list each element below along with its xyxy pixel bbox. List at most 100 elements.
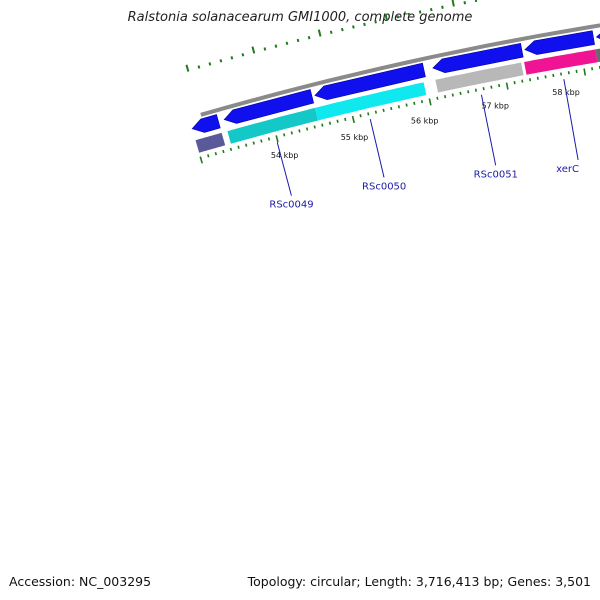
- genome-summary-text: Topology: circular; Length: 3,716,413 bp…: [247, 574, 591, 589]
- scale-tick: [552, 73, 555, 78]
- gc-tick: [197, 65, 201, 69]
- gc-tick: [441, 5, 444, 9]
- scale-tick: [244, 143, 248, 147]
- gc-tick: [219, 59, 223, 63]
- scale-tick: [583, 68, 587, 76]
- gc-tick: [208, 62, 212, 66]
- scale-tick: [513, 80, 516, 85]
- scale-tick: [374, 110, 378, 114]
- scale-tick: [405, 103, 408, 107]
- gene-arrow: [595, 33, 600, 39]
- scale-tick: [444, 95, 447, 99]
- scale-tick: [267, 137, 271, 141]
- gc-tick: [185, 64, 190, 72]
- scale-tick: [298, 129, 301, 133]
- scale-tick: [344, 117, 347, 122]
- gc-tick: [317, 29, 322, 37]
- backbone: [200, 23, 600, 117]
- scale-tick: [490, 85, 493, 89]
- gene-label: xerC: [556, 164, 579, 175]
- gc-tick: [274, 44, 278, 48]
- cog-bar: [227, 107, 319, 144]
- gene-arrow: [432, 42, 524, 73]
- gene-leader-line: [369, 118, 385, 178]
- accession-text: Accession: NC_003295: [9, 574, 152, 589]
- gc-tick: [307, 36, 311, 40]
- gc-tick: [451, 0, 455, 7]
- gc-tick: [241, 53, 245, 57]
- map-title: Ralstonia solanacearum GMI1000, complete…: [127, 10, 473, 25]
- gc-tick: [363, 22, 366, 27]
- scale-tick: [544, 75, 547, 79]
- gene-label: RSc0049: [269, 200, 313, 211]
- cog-bar: [595, 48, 600, 63]
- scale-tick: [467, 90, 470, 94]
- scale-tick: [305, 127, 309, 131]
- scale-tick: [474, 88, 478, 92]
- scale-tick: [382, 108, 385, 112]
- scale-tick: [283, 133, 286, 137]
- gc-tick: [263, 47, 267, 51]
- scale-tick: [428, 98, 432, 106]
- gc-tick: [285, 41, 289, 45]
- cog-bar: [524, 49, 598, 75]
- scale-tick: [207, 154, 210, 158]
- gc-skew-ticks: [185, 0, 478, 72]
- gc-tick: [474, 0, 478, 3]
- scale-tick: [536, 76, 539, 80]
- gene-leader-line: [276, 142, 292, 196]
- scale-tick: [214, 152, 218, 156]
- scale-tick: [482, 87, 485, 91]
- scale-tick: [313, 125, 316, 129]
- gc-tick: [418, 10, 422, 14]
- scale-tick: [199, 156, 203, 164]
- scale-tick: [321, 123, 324, 127]
- scale-tick: [459, 91, 462, 96]
- scale-tick: [390, 106, 393, 111]
- scale-tick: [505, 82, 509, 90]
- gc-tick: [374, 20, 377, 24]
- scale-ticks: [199, 65, 600, 164]
- scale-tick: [367, 112, 370, 116]
- scale-tick: [336, 119, 339, 123]
- scale-tick: [560, 72, 563, 76]
- gc-tick: [396, 15, 400, 19]
- scale-tick: [328, 121, 332, 125]
- scale-tick: [275, 135, 279, 143]
- scale-label: 54 kbp: [271, 151, 299, 160]
- scale-tick: [420, 99, 424, 104]
- gc-tick: [251, 46, 256, 54]
- scale-tick: [436, 96, 439, 100]
- gc-tick: [384, 13, 389, 22]
- gc-tick: [329, 30, 333, 34]
- gene-arrows: [191, 30, 600, 133]
- scale-tick: [260, 139, 263, 143]
- scale-tick: [351, 115, 355, 124]
- scale-tick: [521, 79, 524, 83]
- scale-tick: [451, 93, 454, 97]
- gene-arrow: [191, 114, 221, 133]
- scale-tick: [252, 141, 255, 145]
- cog-bar: [195, 132, 226, 153]
- gene-leader-line: [563, 79, 579, 160]
- scale-tick: [290, 131, 293, 135]
- scale-label: 55 kbp: [341, 133, 369, 142]
- gc-tick: [340, 27, 344, 32]
- gc-tick: [352, 25, 355, 29]
- scale-tick: [237, 145, 240, 149]
- scale-label: 57 kbp: [481, 101, 509, 110]
- gc-tick: [230, 56, 234, 60]
- gene-arrow: [314, 62, 426, 100]
- scale-tick: [229, 147, 233, 152]
- cog-bars: [195, 48, 600, 153]
- scale-tick: [397, 105, 401, 109]
- scale-tick: [222, 149, 225, 154]
- scale-label: 56 kbp: [411, 116, 439, 125]
- cog-bar: [314, 82, 427, 121]
- scale-tick: [498, 83, 501, 88]
- gene-arrow: [524, 30, 595, 55]
- gene-arrow: [223, 89, 315, 124]
- scale-tick: [575, 69, 578, 73]
- gene-leader-line: [480, 94, 497, 166]
